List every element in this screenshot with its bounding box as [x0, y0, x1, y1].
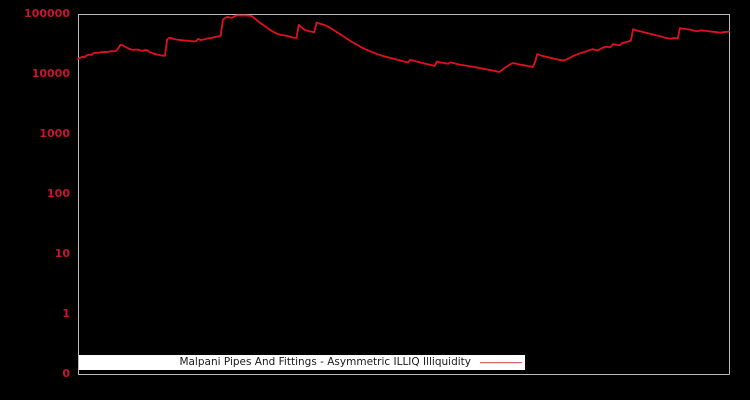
- y-axis-tick-labels: 100000 10000 1000 100 10 1 0: [24, 7, 70, 380]
- ytick-label-1000: 1000: [39, 127, 70, 140]
- ytick-label-0: 0: [62, 367, 70, 380]
- plot-frame: [78, 14, 730, 375]
- ytick-label-100: 100: [47, 187, 70, 200]
- legend-line-swatch: [480, 356, 522, 370]
- ytick-label-10000: 10000: [32, 67, 71, 80]
- legend-label: Malpani Pipes And Fittings - Asymmetric …: [179, 356, 471, 369]
- ytick-label-100000: 100000: [24, 7, 70, 20]
- ytick-label-1: 1: [62, 307, 70, 320]
- series-line-asymmetric-illiq: [77, 14, 730, 73]
- chart-legend: Malpani Pipes And Fittings - Asymmetric …: [79, 355, 525, 370]
- ytick-label-10: 10: [55, 247, 71, 260]
